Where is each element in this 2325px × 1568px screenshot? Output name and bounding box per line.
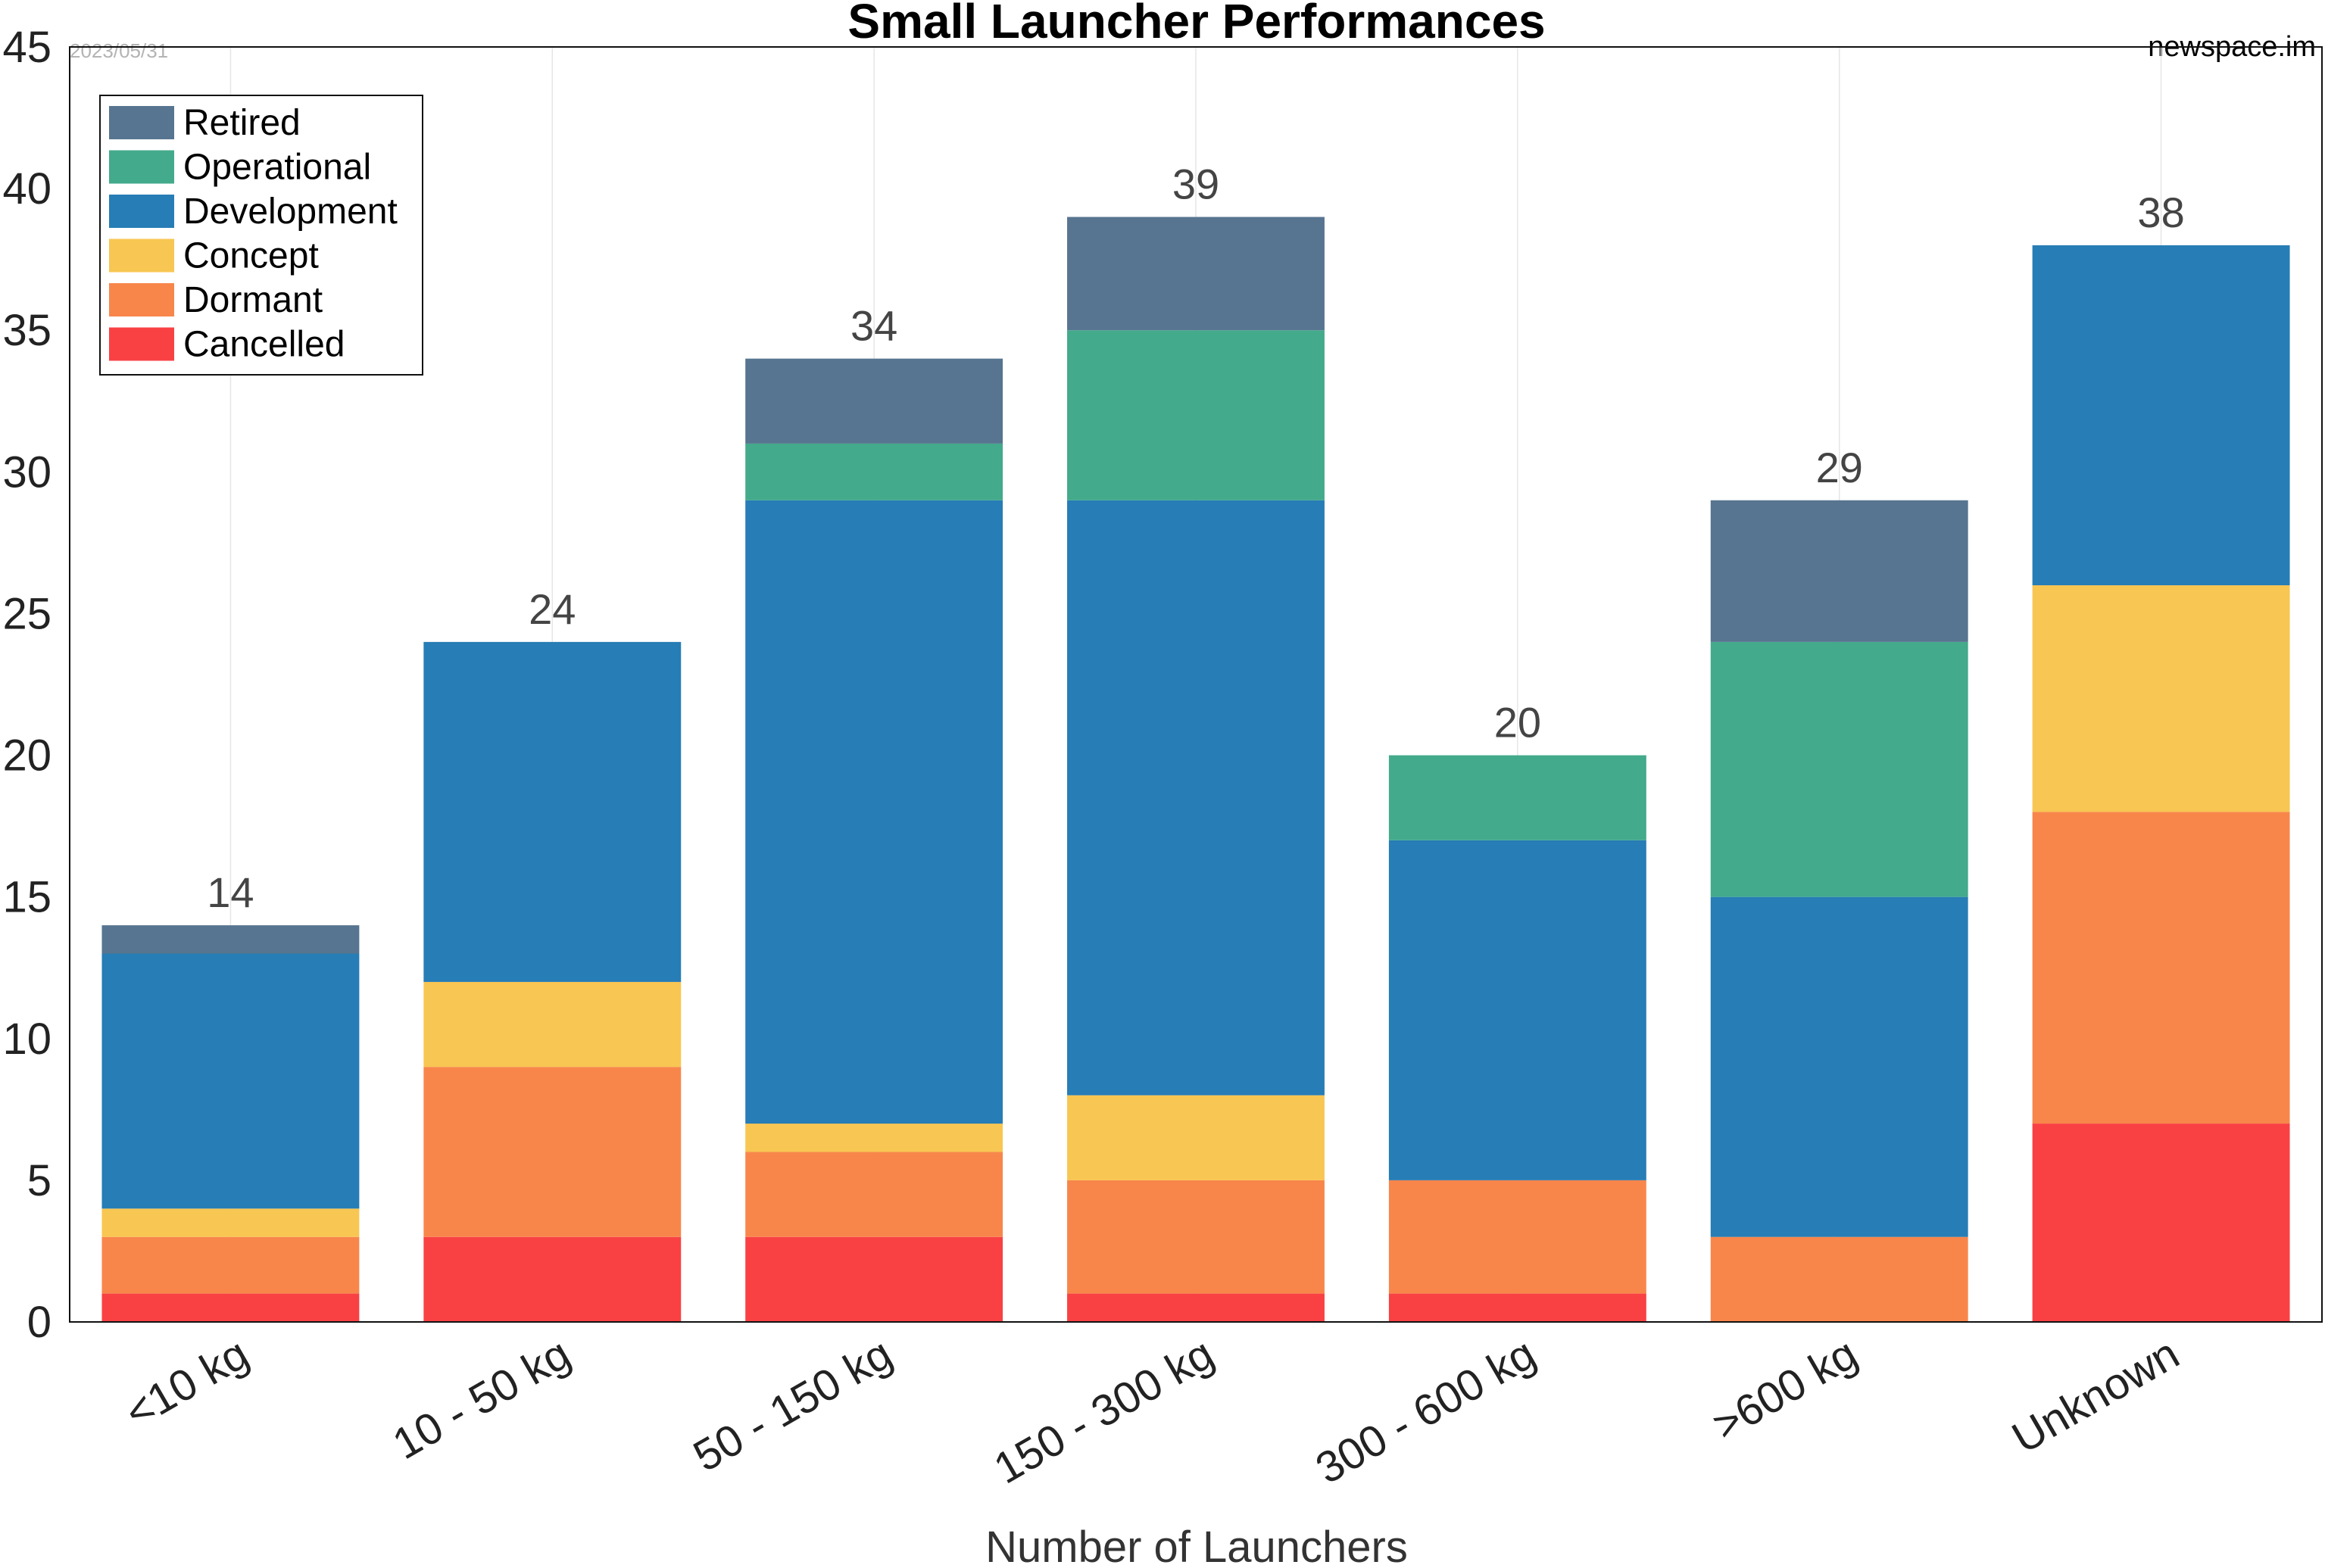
y-tick-label: 20 (2, 731, 51, 781)
bar-segment-development (745, 500, 1003, 1124)
legend-label-concept: Concept (183, 236, 319, 276)
y-tick-label: 10 (2, 1015, 51, 1064)
x-tick-label: 300 - 600 kg (1308, 1329, 1544, 1494)
y-tick-label: 5 (27, 1156, 51, 1205)
bar-segment-operational (1710, 641, 1968, 897)
bar-segment-dormant (1067, 1180, 1325, 1294)
bar-segment-cancelled (423, 1236, 682, 1322)
y-axis-ticks: 0 5 10 15 20 25 30 35 40 45 (2, 23, 51, 1347)
bar-segment-cancelled (2032, 1124, 2290, 1322)
y-tick-label: 35 (2, 306, 51, 355)
bar-segment-development (101, 953, 360, 1209)
legend-swatch-operational (109, 150, 174, 184)
bar-segment-development (1388, 840, 1646, 1180)
legend-label-retired: Retired (183, 103, 301, 143)
plot-frame (69, 46, 2323, 1323)
total-labels: 14 24 34 39 20 29 38 (207, 161, 2184, 917)
y-tick-label: 25 (2, 589, 51, 638)
bar-segment-dormant (1388, 1180, 1646, 1294)
chart-title: Small Launcher Performances (847, 0, 1545, 48)
bar-segment-operational (1388, 755, 1646, 840)
bar-segment-development (2032, 245, 2290, 586)
bar-segment-concept (423, 981, 682, 1068)
bar-total-label: 39 (1172, 161, 1219, 208)
bar-segment-concept (2032, 585, 2290, 812)
legend-swatch-concept (109, 238, 174, 273)
bar-segment-dormant (423, 1067, 682, 1237)
x-tick-label: >600 kg (1705, 1329, 1866, 1450)
y-tick-label: 40 (2, 164, 51, 214)
x-tick-label: <10 kg (117, 1329, 257, 1438)
chart-date: 2023/05/31 (70, 39, 168, 62)
bar-segment-retired (101, 925, 360, 954)
bar-segment-dormant (2032, 812, 2290, 1124)
x-tick-label: 150 - 300 kg (986, 1329, 1222, 1494)
bar-total-label: 34 (850, 302, 897, 350)
y-tick-label: 0 (27, 1298, 51, 1347)
bar-segment-dormant (101, 1236, 360, 1294)
bar-total-label: 14 (207, 868, 254, 916)
bar-total-label: 20 (1494, 699, 1541, 747)
bar-segment-development (1710, 896, 1968, 1237)
legend-label-operational: Operational (183, 148, 371, 188)
bar-total-label: 38 (2137, 189, 2184, 236)
x-tick-label: Unknown (2004, 1329, 2187, 1463)
bar-segment-concept (101, 1208, 360, 1237)
legend-label-dormant: Dormant (183, 280, 323, 320)
bar-segment-development (423, 641, 682, 982)
legend-swatch-cancelled (109, 327, 174, 361)
bar-segment-operational (1067, 330, 1325, 500)
legend-swatch-development (109, 195, 174, 228)
bar-segment-development (1067, 500, 1325, 1096)
bar-segment-retired (1710, 500, 1968, 642)
bar-segment-dormant (1710, 1236, 1968, 1322)
bar-segment-dormant (745, 1152, 1003, 1237)
x-axis-label: Number of Launchers (985, 1523, 1408, 1568)
bars (101, 217, 2290, 1322)
y-tick-label: 15 (2, 873, 51, 922)
y-tick-label: 45 (2, 23, 51, 72)
bar-segment-retired (1067, 217, 1325, 331)
legend-swatch-dormant (109, 283, 174, 316)
bar-segment-retired (745, 358, 1003, 444)
legend-label-development: Development (183, 192, 398, 232)
bar-segment-operational (745, 443, 1003, 500)
legend: Retired OperationalDevelopmentConceptDorm… (99, 95, 423, 376)
x-tick-label: 50 - 150 kg (685, 1329, 900, 1481)
bar-total-label: 29 (1816, 444, 1863, 491)
bar-segment-cancelled (101, 1293, 360, 1322)
x-tick-label: 10 - 50 kg (385, 1329, 579, 1469)
x-axis-ticks: <10 kg 10 - 50 kg 50 - 150 kg 150 - 300 kg 3… (117, 1329, 2187, 1494)
legend-swatch-retired (109, 106, 174, 139)
y-tick-label: 30 (2, 447, 51, 497)
bar-segment-cancelled (1067, 1293, 1325, 1322)
legend-label-cancelled: Cancelled (183, 325, 345, 365)
bar-total-label: 24 (529, 585, 576, 633)
bar-segment-cancelled (1388, 1293, 1646, 1322)
bar-segment-concept (745, 1124, 1003, 1152)
bar-segment-concept (1067, 1095, 1325, 1180)
bar-segment-cancelled (745, 1236, 1003, 1322)
